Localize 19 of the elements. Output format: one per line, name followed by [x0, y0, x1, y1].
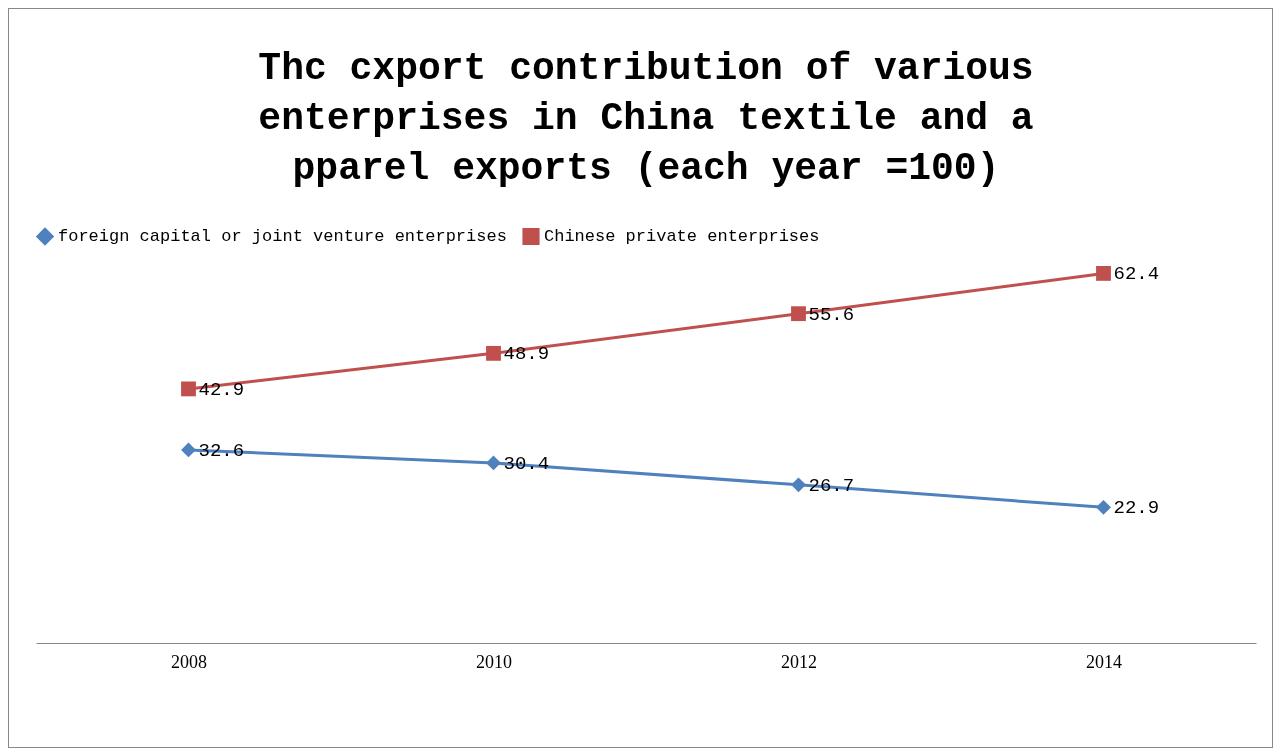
chart-title: Thc cxport contribution of various enterprises in China textile and a pparel exports (each year =100) — [258, 47, 1034, 190]
point — [1096, 499, 1111, 515]
point — [486, 345, 501, 361]
point — [181, 381, 196, 397]
data-label: 42.9 — [198, 378, 245, 401]
x-tick-label: 2012 — [781, 651, 817, 672]
x-tick-label: 2008 — [171, 651, 207, 672]
data-label: 62.4 — [1113, 263, 1160, 286]
point — [791, 306, 806, 322]
x-tick-label: 2010 — [476, 651, 512, 672]
legend-label: Chinese private enterprises — [544, 227, 820, 247]
data-label: 22.9 — [1113, 497, 1160, 520]
data-label: 48.9 — [503, 343, 550, 366]
point — [1096, 265, 1111, 281]
legend-label: foreign capital or joint venture enterprises — [58, 227, 507, 247]
x-tick-label: 2014 — [1086, 651, 1122, 672]
data-label: 55.6 — [808, 303, 855, 326]
point — [181, 442, 196, 458]
point — [791, 477, 806, 493]
